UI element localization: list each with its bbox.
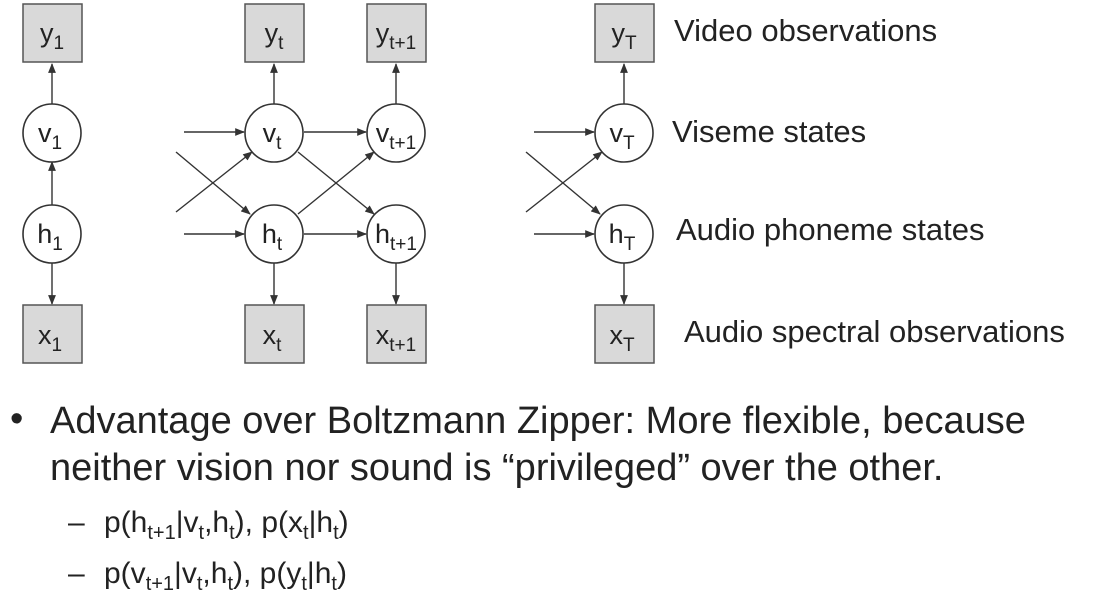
node-vT: vT xyxy=(594,103,654,163)
svg-text:vt: vt xyxy=(263,118,283,154)
edges xyxy=(48,63,628,305)
bullet-line-2: neither vision nor sound is “privileged”… xyxy=(50,447,944,489)
svg-text:xt+1: xt+1 xyxy=(376,320,416,356)
formula-1: p(ht+1|vt,ht), p(xt|ht) xyxy=(104,506,349,544)
svg-text:h1: h1 xyxy=(37,219,63,255)
bullet-marker: • xyxy=(10,398,24,440)
svg-text:hT: hT xyxy=(609,219,636,255)
label-viseme-states: Viseme states xyxy=(672,114,866,149)
svg-text:y1: y1 xyxy=(40,18,64,54)
svg-text:v1: v1 xyxy=(38,118,62,154)
node-hT: hT xyxy=(594,204,654,264)
node-vt: vt xyxy=(244,103,304,163)
dash-marker: – xyxy=(68,506,85,539)
svg-text:xt: xt xyxy=(263,320,283,356)
node-x1: x1 xyxy=(22,304,83,364)
svg-text:ht: ht xyxy=(262,219,283,255)
dbn-diagram: y1 yt yt+1 yT v1 vt vt+1 vT h1 ht ht+1 xyxy=(22,3,1065,364)
svg-text:ht+1: ht+1 xyxy=(375,219,417,255)
label-audio-spectral-observations: Audio spectral observations xyxy=(684,314,1065,349)
node-y1: y1 xyxy=(22,3,83,63)
node-yt: yt xyxy=(244,3,305,63)
node-h1: h1 xyxy=(22,204,82,264)
edge-ht-vt1 xyxy=(297,151,375,215)
svg-text:yt: yt xyxy=(265,18,285,54)
bullet-text: Advantage over Boltzmann Zipper: More fl… xyxy=(50,398,1090,492)
sub-item-2: – p(vt+1|vt,ht), p(yt|ht) xyxy=(0,557,1098,608)
sub-items: – p(ht+1|vt,ht), p(xt|ht) – p(vt+1|vt,ht… xyxy=(0,506,1098,608)
svg-text:vT: vT xyxy=(609,118,635,154)
edge-cross-in-vT xyxy=(525,151,603,213)
bullet-line-1: Advantage over Boltzmann Zipper: More fl… xyxy=(50,400,1026,442)
edge-cross-in-vt xyxy=(175,151,253,213)
svg-text:yt+1: yt+1 xyxy=(376,18,416,54)
label-audio-phoneme-states: Audio phoneme states xyxy=(676,212,985,247)
dash-marker: – xyxy=(68,557,85,590)
sub-item-1: – p(ht+1|vt,ht), p(xt|ht) xyxy=(0,506,1098,557)
node-xT: xT xyxy=(594,304,655,364)
node-yt1: yt+1 xyxy=(366,3,427,63)
formula-2: p(vt+1|vt,ht), p(yt|ht) xyxy=(104,557,347,595)
svg-text:xT: xT xyxy=(609,320,635,356)
node-vt1: vt+1 xyxy=(366,103,426,163)
node-v1: v1 xyxy=(22,103,82,163)
node-ht1: ht+1 xyxy=(366,204,426,264)
node-xt: xt xyxy=(244,304,305,364)
node-yT: yT xyxy=(594,3,655,63)
node-xt1: xt+1 xyxy=(366,304,427,364)
svg-text:yT: yT xyxy=(611,18,637,54)
svg-text:vt+1: vt+1 xyxy=(376,118,416,154)
label-video-observations: Video observations xyxy=(674,13,937,48)
node-ht: ht xyxy=(244,204,304,264)
svg-text:x1: x1 xyxy=(38,320,62,356)
